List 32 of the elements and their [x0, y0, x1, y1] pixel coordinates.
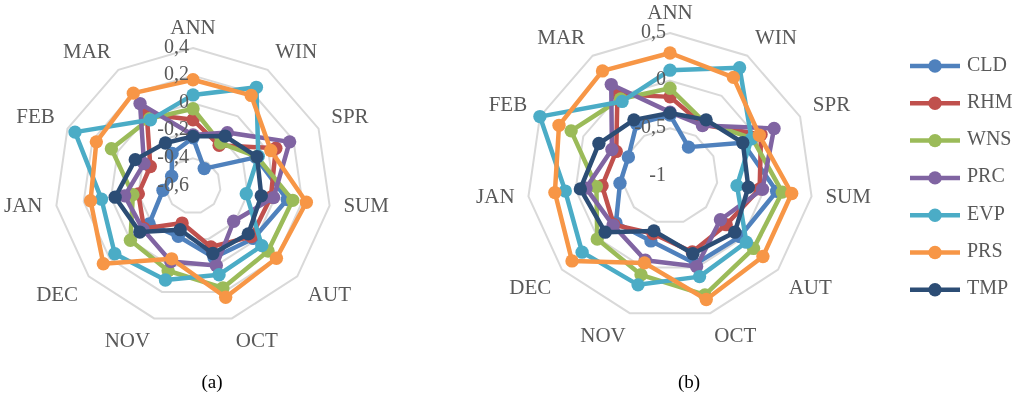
spoke-label: SPR	[331, 103, 369, 128]
spoke-label: MAR	[537, 24, 586, 49]
spoke-label: WIN	[754, 24, 797, 49]
y-tick-label: 0,2	[164, 62, 189, 85]
spoke-label: FEB	[16, 103, 55, 128]
spoke-label: JAN	[476, 184, 515, 209]
spoke-label: OCT	[235, 328, 278, 353]
spoke-label: SUM	[825, 184, 872, 209]
y-tick-label: 0	[179, 89, 189, 112]
spoke-label: DEC	[509, 275, 552, 300]
spoke-label: DEC	[36, 281, 79, 306]
text: (b)	[677, 371, 701, 393]
text: (a)	[201, 371, 223, 393]
legend-label: EVP	[967, 201, 1005, 224]
spoke-label: SPR	[812, 91, 851, 116]
legend-label: TMP	[967, 276, 1009, 299]
y-tick-label: -1	[649, 162, 666, 185]
legend-label: RHM	[967, 89, 1013, 112]
spoke-label: NOV	[580, 322, 626, 347]
legend-label: PRS	[967, 239, 1003, 262]
spoke-label: SUM	[343, 193, 390, 218]
spoke-label: FEB	[488, 91, 528, 116]
legend-label: CLD	[967, 52, 1007, 75]
legend-label: WNS	[967, 127, 1012, 150]
spoke-label: MAR	[62, 39, 111, 64]
spoke-label: NOV	[104, 328, 151, 353]
spoke-label: OCT	[714, 322, 757, 347]
spoke-label: WIN	[275, 39, 318, 64]
spoke-label: JAN	[4, 193, 43, 218]
spoke-label: AUT	[788, 275, 832, 300]
spoke-label: AUT	[307, 281, 352, 306]
legend-label: PRC	[967, 164, 1005, 187]
